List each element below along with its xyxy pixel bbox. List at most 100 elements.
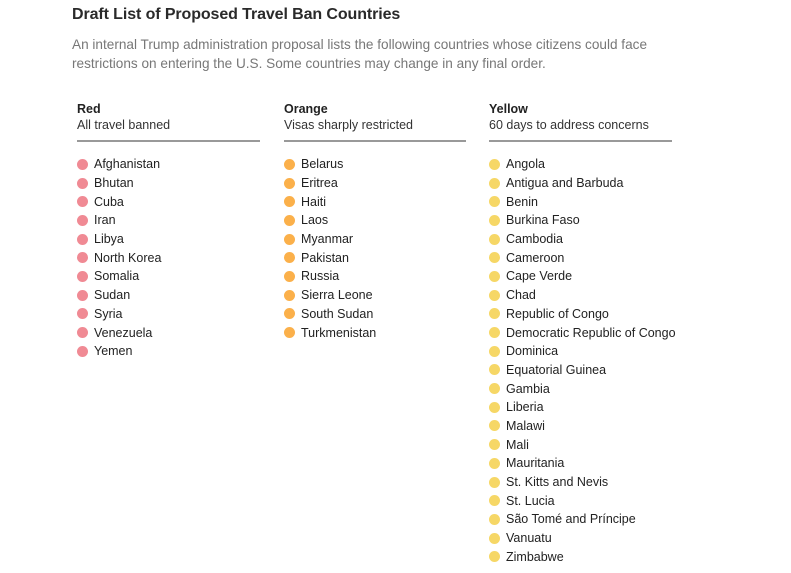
country-name: Pakistan [301,250,349,265]
status-dot-icon [489,233,500,245]
status-dot-icon [489,214,500,226]
country-item: Afghanistan [77,155,260,174]
country-item: Myanmar [284,230,466,249]
status-dot-icon [489,327,500,339]
status-dot-icon [489,439,500,451]
column-red: Red All travel banned Afghanistan Bhutan C… [77,101,260,361]
status-dot-icon [489,289,500,301]
country-item: Bhutan [77,174,260,193]
column-divider [489,140,672,142]
status-dot-icon [77,233,88,245]
country-name: Haiti [301,194,327,209]
status-dot-icon [284,158,295,170]
country-name: Liberia [506,400,544,415]
country-name: Venezuela [94,325,153,340]
status-dot-icon [489,345,500,357]
country-name: Equatorial Guinea [506,362,607,377]
status-dot-icon [489,476,500,488]
status-dot-icon [489,457,500,469]
status-dot-icon [489,513,500,525]
country-item: Sudan [77,286,260,305]
country-item: Iran [77,211,260,230]
status-dot-icon [284,327,295,339]
status-dot-icon [284,289,295,301]
status-dot-icon [489,551,500,563]
country-item: Liberia [489,398,672,417]
country-item: Somalia [77,267,260,286]
status-dot-icon [77,196,88,208]
status-dot-icon [489,252,500,264]
country-item: Libya [77,230,260,249]
country-item: Cape Verde [489,267,672,286]
country-name: Cambodia [506,232,563,247]
country-name: Antigua and Barbuda [506,176,624,191]
country-item: St. Kitts and Nevis [489,473,672,492]
status-dot-icon [284,233,295,245]
status-dot-icon [489,177,500,189]
country-item: Syria [77,305,260,324]
status-dot-icon [77,177,88,189]
country-name: São Tomé and Príncipe [506,512,636,527]
status-dot-icon [489,196,500,208]
country-name: North Korea [94,250,162,265]
country-name: Yemen [94,344,133,359]
page-subtitle: An internal Trump administration proposa… [72,37,647,71]
country-name: Chad [506,288,536,303]
country-name: Sudan [94,288,131,303]
country-name: Democratic Republic of Congo [506,325,676,340]
country-item: Benin [489,192,672,211]
country-item: Cameroon [489,248,672,267]
status-dot-icon [77,308,88,320]
country-name: Gambia [506,381,550,396]
country-item: Eritrea [284,174,466,193]
column-yellow: Yellow 60 days to address concerns Angol… [489,101,676,566]
column-description: Visas sharply restricted [284,118,413,132]
country-name: Afghanistan [94,157,161,172]
country-name: Myanmar [301,232,354,247]
country-name: Libya [94,232,124,247]
country-item: Pakistan [284,248,466,267]
country-item: Malawi [489,417,672,436]
country-item: Angola [489,155,672,174]
status-dot-icon [284,196,295,208]
country-item: Chad [489,286,672,305]
country-item: Antigua and Barbuda [489,174,672,193]
country-name: Malawi [506,418,545,433]
country-item: Equatorial Guinea [489,361,672,380]
country-item: South Sudan [284,305,466,324]
country-name: Cameroon [506,250,565,265]
status-dot-icon [489,158,500,170]
status-dot-icon [489,383,500,395]
status-dot-icon [489,308,500,320]
column-heading: Red [77,102,101,116]
country-item: Burkina Faso [489,211,672,230]
status-dot-icon [77,327,88,339]
country-name: St. Lucia [506,493,555,508]
country-item: Gambia [489,379,672,398]
country-item: Vanuatu [489,529,672,548]
country-item: St. Lucia [489,491,672,510]
country-name: Mauritania [506,456,565,471]
country-item: Laos [284,211,466,230]
status-dot-icon [77,270,88,282]
country-name: Mali [506,437,529,452]
country-list: Afghanistan Bhutan Cuba Iran Libya North Kore… [77,155,260,361]
status-dot-icon [489,270,500,282]
country-list: Angola Antigua and Barbuda Benin Burkina Fa… [489,155,676,566]
country-name: Republic of Congo [506,306,609,321]
country-item: Cambodia [489,230,672,249]
country-name: Eritrea [301,176,338,191]
column-heading: Yellow [489,102,528,116]
status-dot-icon [489,495,500,507]
status-dot-icon [284,308,295,320]
status-dot-icon [77,289,88,301]
country-name: Syria [94,306,123,321]
status-dot-icon [489,401,500,413]
country-name: St. Kitts and Nevis [506,475,609,490]
status-dot-icon [284,214,295,226]
country-item: Yemen [77,342,260,361]
country-name: Bhutan [94,176,134,191]
country-name: Somalia [94,269,140,284]
country-name: Zimbabwe [506,549,564,564]
status-dot-icon [284,252,295,264]
